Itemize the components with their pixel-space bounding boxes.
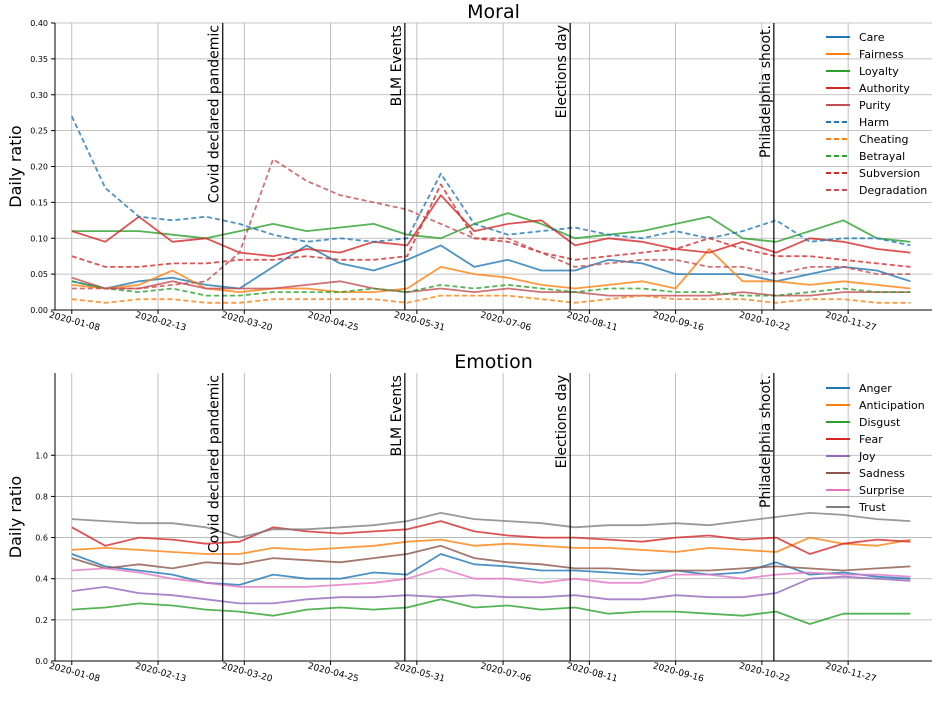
x-tick-label: 2020-08-11: [565, 661, 618, 684]
y-tick-label: 0.35: [30, 55, 48, 64]
legend-label: Anger: [859, 382, 892, 395]
y-tick-label: 0.25: [30, 127, 48, 136]
y-tick-label: 0.0: [35, 657, 48, 666]
series-line-loyalty: [71, 212, 911, 243]
legend: Anger Anticipation Disgust Fear Joy Sadness Su…: [826, 382, 925, 514]
series-line-fairness: [71, 248, 911, 294]
legend-label: Trust: [858, 501, 886, 514]
x-tick-label: 2020-02-13: [134, 661, 187, 684]
y-tick-label: 0.8: [35, 492, 48, 501]
event-label: Elections day: [554, 375, 570, 468]
y-tick-label: 0.15: [30, 198, 48, 207]
series-line-trust: [71, 512, 911, 539]
event-label: BLM Events: [389, 25, 405, 106]
emotion-panel: 0.0 0.2 0.4 0.6 0.8 1.0 2020-01-08 2020-02-13 20…: [6, 351, 932, 685]
x-tick-label: 2020-09-16: [652, 310, 705, 333]
y-tick-label: 0.20: [30, 163, 48, 172]
legend-label: Care: [859, 31, 885, 44]
x-tick-label: 2020-02-13: [134, 310, 187, 333]
chart-title: Emotion: [454, 351, 533, 373]
series-line-fear: [71, 520, 911, 555]
x-tick-label: 2020-04-25: [307, 310, 360, 333]
x-tick-label: 2020-07-06: [479, 310, 532, 333]
x-tick-label: 2020-10-22: [738, 661, 791, 684]
moral-panel: 0.00 0.05 0.10 0.15 0.20 0.25 0.30 0.35 0.40 2020…: [6, 1, 932, 334]
legend: Care Fairness Loyalty Authority Purity Harm Ch…: [826, 31, 927, 197]
x-tick-label: 2020-04-25: [307, 661, 360, 684]
series-line-care: [71, 244, 911, 290]
y-tick-label: 0.30: [30, 91, 48, 100]
series-line-subversion: [71, 183, 911, 268]
x-tick-label: 2020-05-31: [393, 661, 446, 684]
legend-label: Loyalty: [859, 65, 899, 78]
legend-label: Surprise: [859, 484, 905, 497]
event-label: Philadelphia shoot.: [758, 25, 774, 158]
x-tick-label: 2020-11-27: [824, 310, 877, 333]
legend-label: Joy: [858, 450, 876, 463]
legend-label: Fear: [859, 433, 883, 446]
y-tick-label: 0.40: [30, 19, 48, 28]
series-line-degradation: [71, 158, 911, 290]
y-axis-label: Daily ratio: [6, 125, 25, 207]
x-tick-label: 2020-03-20: [220, 310, 273, 333]
series-line-disgust: [71, 598, 911, 625]
legend-label: Authority: [859, 82, 910, 95]
y-tick-label: 0.4: [35, 575, 48, 584]
x-tick-label: 2020-01-08: [48, 310, 101, 333]
x-tick-label: 2020-11-27: [824, 661, 877, 684]
legend-label: Harm: [859, 116, 889, 129]
x-tick-label: 2020-05-31: [393, 310, 446, 333]
x-tick-label: 2020-09-16: [652, 661, 705, 684]
event-label: Elections day: [554, 25, 570, 118]
legend-label: Sadness: [859, 467, 905, 480]
legend-label: Anticipation: [859, 399, 925, 412]
series-line-authority: [71, 194, 911, 258]
event-label: Covid declared pandemic: [207, 375, 223, 553]
legend-label: Cheating: [859, 133, 908, 146]
x-tick-label: 2020-07-06: [479, 661, 532, 684]
legend-label: Purity: [859, 99, 891, 112]
y-tick-label: 1.0: [35, 451, 48, 460]
legend-label: Betrayal: [859, 150, 905, 163]
x-tick-label: 2020-01-08: [48, 661, 101, 684]
series-line-sadness: [71, 544, 911, 572]
y-tick-label: 0.00: [30, 306, 48, 315]
event-label: Covid declared pandemic: [207, 25, 223, 203]
x-tick-label: 2020-03-20: [220, 661, 273, 684]
legend-label: Subversion: [859, 167, 920, 180]
series-line-cheating: [71, 294, 911, 304]
series-line-purity: [71, 276, 911, 297]
series-line-harm: [70, 115, 911, 247]
chart-title: Moral: [467, 1, 520, 23]
event-label: Philadelphia shoot.: [758, 375, 774, 508]
series-line-joy: [71, 575, 911, 605]
event-label: BLM Events: [389, 375, 405, 456]
y-tick-label: 0.05: [30, 270, 48, 279]
legend-label: Disgust: [859, 416, 901, 429]
y-tick-label: 0.2: [35, 616, 48, 625]
y-tick-label: 0.10: [30, 234, 48, 243]
series-line-surprise: [71, 567, 911, 588]
y-axis-label: Daily ratio: [6, 476, 25, 558]
y-tick-label: 0.6: [35, 534, 48, 543]
legend-label: Fairness: [859, 48, 904, 61]
series-line-anticipation: [71, 536, 911, 555]
legend-label: Degradation: [859, 184, 927, 197]
x-tick-label: 2020-08-11: [565, 310, 618, 333]
series-line-anger: [71, 553, 911, 586]
x-tick-label: 2020-10-22: [738, 310, 791, 333]
